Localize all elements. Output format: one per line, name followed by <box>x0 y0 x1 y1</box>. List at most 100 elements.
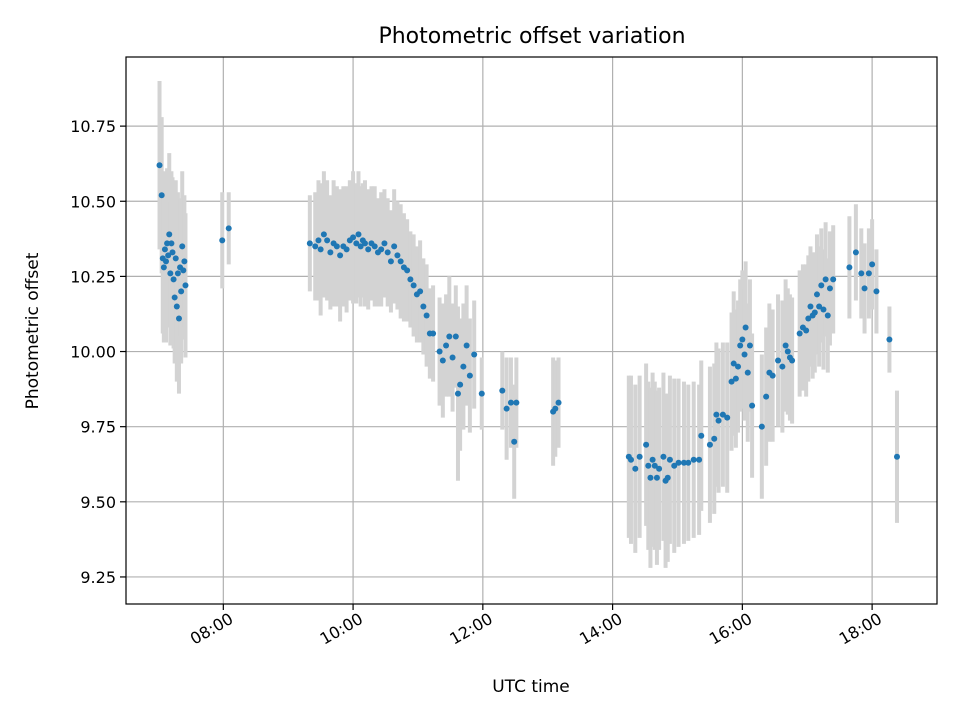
data-point <box>378 246 385 253</box>
data-point <box>713 411 720 418</box>
data-point <box>820 306 827 313</box>
data-point <box>763 393 770 400</box>
data-point <box>719 411 726 418</box>
data-point <box>627 456 634 463</box>
data-point <box>749 402 756 409</box>
data-point <box>643 441 650 448</box>
data-point <box>816 303 823 310</box>
data-point <box>182 282 189 289</box>
data-point <box>769 372 776 379</box>
y-axis-ticks: 9.25 9.50 9.75 10.00 10.25 10.50 10.75 <box>70 117 126 587</box>
data-point <box>645 462 652 469</box>
data-point <box>711 435 718 442</box>
data-point <box>410 282 417 289</box>
x-axis-ticks: 08:00 10:00 12:00 14:00 16:00 18:00 <box>187 604 885 649</box>
data-point <box>172 255 179 262</box>
data-point <box>706 441 713 448</box>
data-point <box>454 390 461 397</box>
data-point <box>886 336 893 343</box>
data-point <box>320 231 327 238</box>
data-point <box>824 312 831 319</box>
data-point <box>499 387 506 394</box>
data-point <box>861 285 868 292</box>
data-point <box>355 231 362 238</box>
data-point <box>179 243 186 250</box>
data-point <box>664 474 671 481</box>
data-point <box>167 270 174 277</box>
data-point <box>225 225 232 232</box>
data-point <box>449 354 456 361</box>
data-point <box>656 465 663 472</box>
data-point <box>306 240 313 247</box>
data-point <box>735 363 742 370</box>
data-point <box>507 399 514 406</box>
data-point <box>811 309 818 316</box>
data-point <box>728 378 735 385</box>
x-tick-label: 08:00 <box>187 609 236 649</box>
data-point <box>742 324 749 331</box>
data-point <box>478 390 485 397</box>
y-tick-label: 10.00 <box>70 343 116 362</box>
data-point <box>552 405 559 412</box>
chart-title: Photometric offset variation <box>378 24 685 49</box>
data-point <box>343 246 350 253</box>
data-point <box>219 237 226 244</box>
data-point <box>782 342 789 349</box>
data-point <box>170 276 177 283</box>
data-point <box>163 258 170 265</box>
data-point <box>739 336 746 343</box>
data-point <box>680 459 687 466</box>
plot-frame <box>125 56 938 605</box>
data-point <box>361 240 368 247</box>
data-point <box>446 333 453 340</box>
data-point <box>384 249 391 256</box>
error-bars <box>157 81 899 568</box>
data-point <box>158 192 165 199</box>
data-point <box>353 240 360 247</box>
data-point <box>696 456 703 463</box>
data-point <box>805 315 812 322</box>
data-point <box>178 288 185 295</box>
data-point <box>555 399 562 406</box>
data-point <box>671 462 678 469</box>
data-point <box>822 276 829 283</box>
x-tick-label: 10:00 <box>317 609 366 649</box>
data-point <box>807 303 814 310</box>
data-point <box>365 246 372 253</box>
data-point <box>503 405 510 412</box>
data-point <box>813 291 820 298</box>
data-point <box>394 252 401 259</box>
data-point <box>471 351 478 358</box>
data-point <box>371 243 378 250</box>
data-point <box>173 303 180 310</box>
data-point <box>715 417 722 424</box>
data-point <box>333 243 340 250</box>
data-point <box>439 357 446 364</box>
data-point <box>175 315 182 322</box>
data-point <box>647 474 654 481</box>
data-point <box>407 276 414 283</box>
data-point <box>869 261 876 268</box>
data-point <box>457 381 464 388</box>
data-point <box>511 438 518 445</box>
y-tick-label: 10.50 <box>70 192 116 211</box>
data-point <box>636 453 643 460</box>
data-point <box>818 282 825 289</box>
data-point <box>166 231 173 238</box>
data-point <box>397 258 404 265</box>
data-point <box>452 333 459 340</box>
data-point <box>724 414 731 421</box>
data-point <box>317 246 324 253</box>
y-tick-label: 10.75 <box>70 117 116 136</box>
data-point <box>737 342 744 349</box>
data-point <box>327 249 334 256</box>
data-point <box>160 264 167 271</box>
y-tick-label: 9.75 <box>80 418 116 437</box>
y-tick-label: 10.25 <box>70 267 116 286</box>
data-point <box>180 267 187 274</box>
data-point <box>732 375 739 382</box>
data-point <box>417 288 424 295</box>
y-tick-label: 9.50 <box>80 493 116 512</box>
x-tick-label: 16:00 <box>706 609 755 649</box>
